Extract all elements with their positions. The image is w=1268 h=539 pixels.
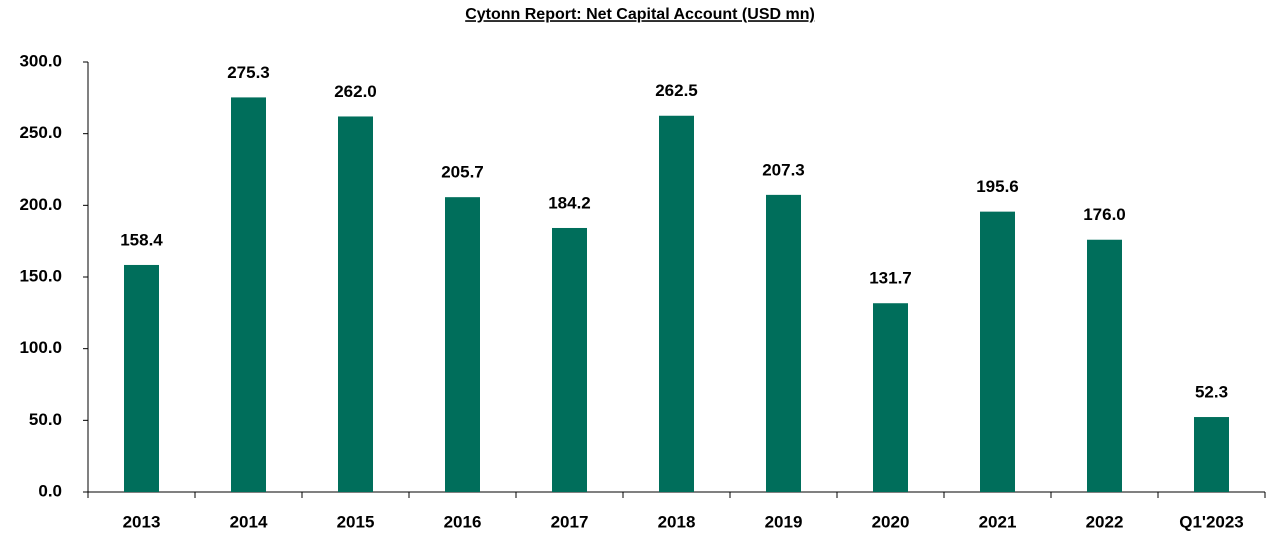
x-tick-label: Q1'2023 <box>1179 512 1244 531</box>
data-label: 176.0 <box>1083 205 1126 224</box>
x-tick-label: 2014 <box>230 512 268 531</box>
data-label: 205.7 <box>441 163 484 182</box>
bar <box>552 227 587 493</box>
y-tick-label: 50.0 <box>29 410 62 429</box>
y-tick-label: 250.0 <box>19 123 62 142</box>
y-tick-label: 300.0 <box>19 51 62 70</box>
bar <box>873 303 908 492</box>
data-label: 195.6 <box>976 177 1019 196</box>
bar <box>659 115 694 492</box>
y-tick-label: 150.0 <box>19 266 62 285</box>
data-label: 262.5 <box>655 81 698 100</box>
x-tick-label: 2022 <box>1086 512 1124 531</box>
bar <box>980 211 1015 492</box>
y-tick-label: 0.0 <box>38 481 62 500</box>
data-label: 207.3 <box>762 160 805 179</box>
bar <box>445 197 480 492</box>
data-label: 184.2 <box>548 193 591 212</box>
bar <box>1087 239 1122 492</box>
bar <box>124 264 159 492</box>
chart-title: Cytonn Report: Net Capital Account (USD … <box>465 6 815 23</box>
y-tick-label: 100.0 <box>19 338 62 357</box>
bar <box>766 194 801 492</box>
x-tick-label: 2019 <box>765 512 803 531</box>
x-tick-label: 2017 <box>551 512 589 531</box>
data-label: 52.3 <box>1195 383 1228 402</box>
x-tick-label: 2015 <box>337 512 375 531</box>
data-label: 158.4 <box>120 230 163 249</box>
x-tick-label: 2016 <box>444 512 482 531</box>
bar <box>338 116 373 492</box>
data-label: 275.3 <box>227 63 270 82</box>
x-tick-label: 2020 <box>872 512 910 531</box>
data-label: 262.0 <box>334 82 377 101</box>
x-tick-label: 2018 <box>658 512 696 531</box>
y-tick-label: 200.0 <box>19 195 62 214</box>
data-label: 131.7 <box>869 269 912 288</box>
bar <box>1194 417 1229 492</box>
bar <box>231 97 266 493</box>
x-tick-label: 2021 <box>979 512 1017 531</box>
x-tick-label: 2013 <box>123 512 161 531</box>
